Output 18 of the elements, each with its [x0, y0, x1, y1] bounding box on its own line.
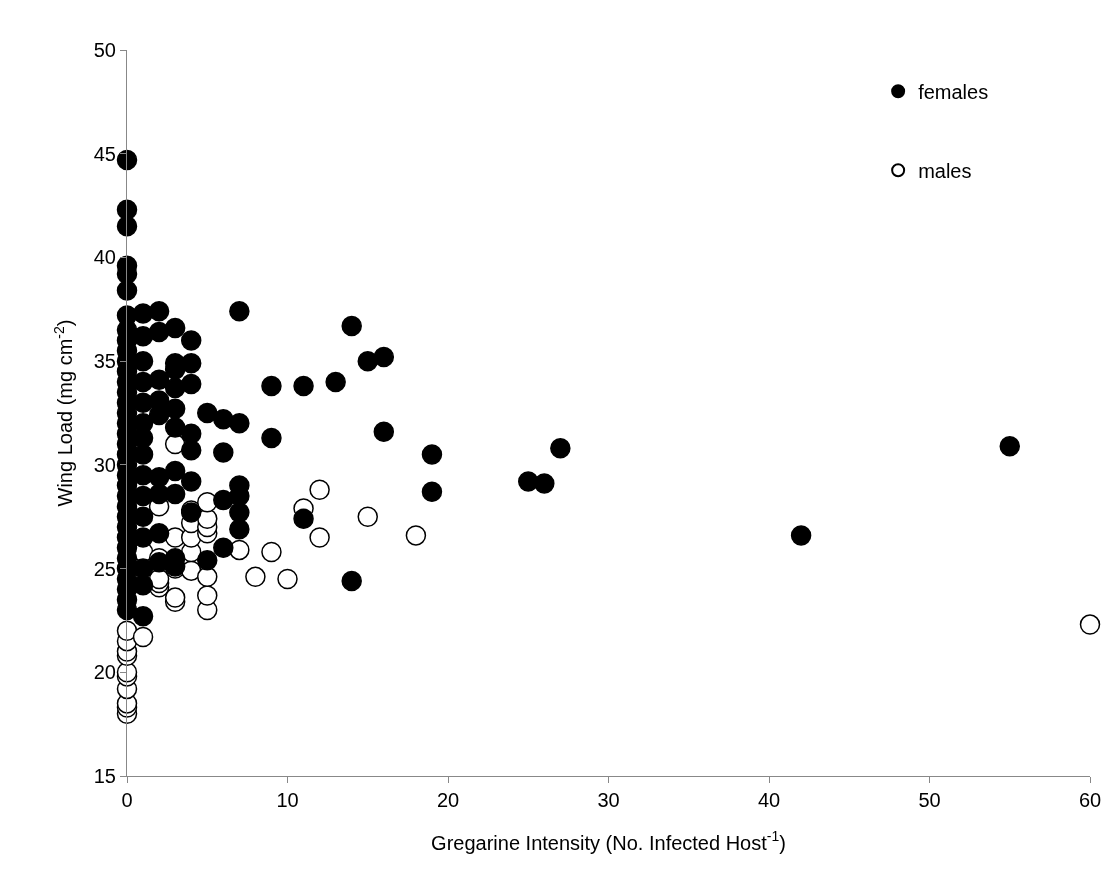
y-tick-label: 20: [93, 661, 116, 684]
x-tick-label: 40: [757, 789, 781, 811]
y-tick-label: 30: [93, 453, 116, 476]
x-tick-label: 30: [597, 789, 620, 811]
y-tick-label: 45: [93, 142, 116, 165]
y-tick-label: 35: [93, 350, 116, 373]
x-tick-label: 10: [276, 789, 299, 811]
y-tick-label: 15: [93, 765, 116, 787]
y-tick-label: 50: [93, 39, 116, 61]
x-tick-label: 60: [1078, 789, 1102, 811]
legend-label: females: [918, 81, 989, 104]
legend-label: males: [918, 160, 972, 183]
y-tick-label: 25: [93, 557, 116, 580]
y-tick-label: 40: [93, 246, 116, 269]
x-axis-title: Gregarine Intensity (No. Infected Host$^{-1}$): [431, 828, 786, 854]
x-tick-label: 20: [436, 789, 460, 811]
x-tick-label: 0: [121, 789, 133, 811]
x-tick-label: 50: [918, 789, 941, 811]
